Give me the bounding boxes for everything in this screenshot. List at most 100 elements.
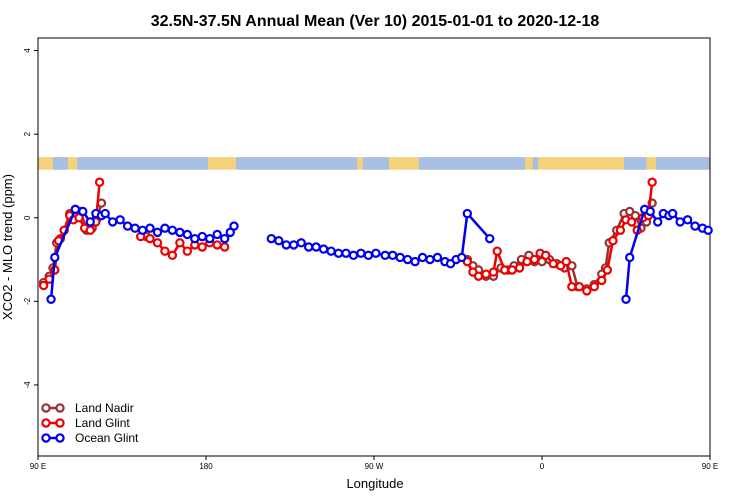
- data-point: [229, 221, 239, 231]
- data-point: [690, 221, 700, 231]
- data-point: [675, 217, 685, 227]
- data-point: [212, 229, 222, 240]
- data-point: [457, 252, 467, 263]
- data-point: [289, 240, 299, 250]
- series-line-segment: [466, 212, 491, 240]
- data-point: [488, 267, 499, 277]
- data-point: [667, 208, 678, 219]
- data-point: [621, 294, 631, 304]
- data-point: [410, 256, 420, 267]
- data-point: [107, 217, 118, 227]
- data-point: [402, 254, 413, 265]
- land-ocean-strip: [38, 157, 710, 170]
- data-point: [182, 246, 193, 256]
- data-point: [152, 227, 163, 238]
- legend-marker: [55, 433, 65, 443]
- data-point: [167, 250, 178, 261]
- data-point: [529, 254, 540, 265]
- y-tick-label: 0: [23, 215, 32, 220]
- data-point: [522, 256, 532, 267]
- data-point: [152, 238, 163, 248]
- data-point: [356, 248, 366, 258]
- data-point: [145, 233, 155, 244]
- data-point: [197, 231, 207, 242]
- chart-title: 32.5N-37.5N Annual Mean (Ver 10) 2015-01…: [151, 13, 600, 30]
- data-point: [380, 250, 390, 261]
- data-point: [462, 208, 473, 219]
- data-point: [682, 215, 693, 225]
- axes: 90 E 180 90 W 0 90 E -4 -2 0 2 4: [23, 48, 718, 471]
- data-point: [311, 242, 321, 252]
- strip-ocean-segment: [235, 157, 358, 170]
- data-point: [333, 248, 344, 258]
- series: [38, 177, 713, 304]
- legend-marker: [41, 418, 51, 428]
- data-point: [626, 217, 637, 227]
- x-tick-label: 90 E: [30, 462, 46, 471]
- data-point: [653, 217, 663, 227]
- data-point: [348, 250, 359, 261]
- data-point: [514, 263, 525, 273]
- data-point: [473, 271, 484, 281]
- series-line-segment: [624, 257, 631, 300]
- strip-ocean-segment: [418, 157, 526, 170]
- data-point: [395, 252, 405, 263]
- data-point: [432, 252, 443, 263]
- data-point: [425, 254, 435, 265]
- data-point: [212, 240, 222, 250]
- data-point: [387, 250, 398, 261]
- legend-label: Land Nadir: [75, 401, 134, 415]
- data-point: [122, 221, 133, 231]
- data-point: [167, 225, 178, 235]
- data-point: [115, 215, 125, 225]
- data-point: [363, 250, 374, 261]
- data-point: [548, 259, 558, 269]
- data-point: [160, 223, 170, 233]
- data-point: [50, 252, 60, 263]
- data-point: [190, 233, 200, 244]
- data-point: [567, 282, 577, 292]
- data-point: [175, 227, 185, 238]
- data-point: [182, 229, 193, 240]
- data-point: [197, 242, 207, 252]
- y-tick-label: -4: [23, 381, 32, 389]
- x-tick-label: 180: [199, 462, 213, 471]
- data-point: [561, 256, 571, 267]
- data-point: [219, 233, 230, 244]
- data-point: [625, 252, 635, 263]
- series-line-segment: [53, 208, 77, 258]
- data-point: [602, 265, 613, 275]
- strip-ocean-segment: [624, 157, 647, 170]
- legend-marker: [41, 403, 51, 413]
- data-point: [94, 177, 105, 187]
- data-point: [341, 248, 351, 258]
- data-point: [481, 269, 491, 279]
- legend-label: Land Glint: [75, 416, 130, 430]
- strip-ocean-segment: [532, 157, 539, 170]
- data-point: [85, 225, 95, 235]
- data-point: [85, 217, 95, 227]
- data-point: [70, 204, 81, 215]
- data-point: [499, 265, 510, 275]
- data-point: [492, 246, 502, 256]
- data-point: [507, 265, 517, 275]
- data-point: [160, 246, 170, 256]
- strip-ocean-segment: [362, 157, 389, 170]
- data-point: [46, 294, 56, 304]
- y-tick-label: -2: [23, 297, 32, 305]
- data-point: [281, 240, 291, 250]
- data-point: [645, 206, 655, 217]
- data-point: [145, 223, 155, 233]
- legend-label: Ocean Glint: [75, 431, 139, 445]
- data-point: [703, 225, 713, 235]
- data-point: [137, 225, 148, 235]
- data-point: [608, 236, 618, 246]
- data-point: [205, 233, 215, 244]
- data-point: [318, 244, 329, 254]
- data-point: [130, 223, 140, 233]
- data-point: [647, 177, 657, 187]
- x-tick-label: 90 E: [702, 462, 718, 471]
- data-point: [296, 238, 306, 248]
